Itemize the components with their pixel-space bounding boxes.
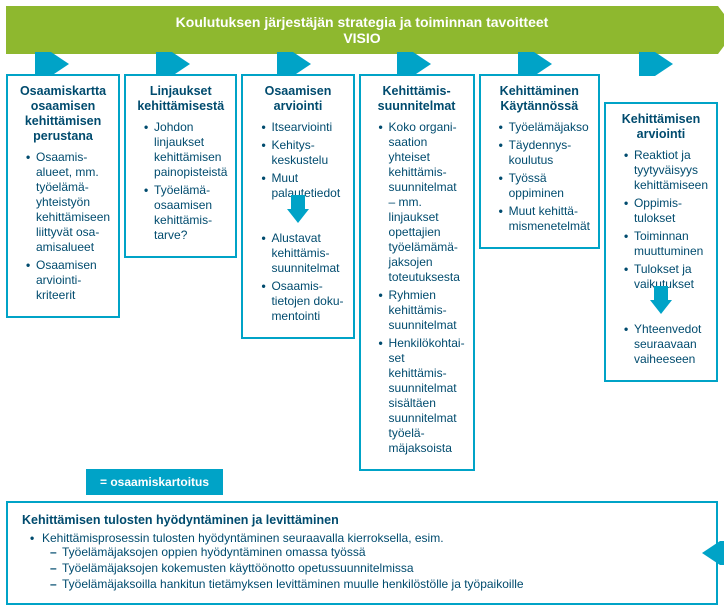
col-title: Kehittämis­suunnitelmat: [369, 84, 465, 114]
list-item: Kehitys­keskustelu: [261, 138, 344, 168]
list-item: Osaamis­alueet, mm. työelämä­yhteistyön …: [26, 150, 110, 255]
list-item: Henkilökohtai­set kehittämis­suunnitelma…: [379, 336, 465, 456]
col-list: Johdon linjaukset kehittämisen painopist…: [134, 120, 227, 243]
list-item: Yhteenvedot seuraavaan vaiheeseen: [624, 322, 708, 367]
col-arviointi: Osaamisen arviointi Itsearviointi Kehity…: [241, 74, 354, 339]
bottom-list: Kehittämisprosessin tulosten hyödyntämin…: [22, 531, 702, 591]
col-title: Osaamiskartta osaamisen kehittämisen per…: [16, 84, 110, 144]
list-item: Työelämä­osaamisen kehittämis­tarve?: [144, 183, 227, 243]
col-title: Kehittäminen Käytännössä: [489, 84, 590, 114]
col-title: Osaamisen arviointi: [251, 84, 344, 114]
columns-container: Osaamiskartta osaamisen kehittämisen per…: [6, 74, 718, 471]
col-list-2: Yhteenvedot seuraavaan vaiheeseen: [614, 322, 708, 367]
col-osaamiskartta: Osaamiskartta osaamisen kehittämisen per…: [6, 74, 120, 318]
col-title: Linjaukset kehittämisestä: [134, 84, 227, 114]
col-list: Osaamis­alueet, mm. työelämä­yhteistyön …: [16, 150, 110, 303]
list-item: Kehittämisprosessin tulosten hyödyntämin…: [30, 531, 702, 591]
down-arrow-icon: [650, 300, 672, 314]
vision-banner: Koulutuksen järjestäjän strategia ja toi…: [6, 6, 718, 54]
bottom-main: Kehittämisprosessin tulosten hyödyntämin…: [42, 531, 444, 545]
col-list: Koko organi­saation yhteiset kehittämis­…: [369, 120, 465, 456]
list-item: Työelämäjaksojen kokemusten käyttöönotto…: [50, 561, 702, 575]
col-linjaukset: Linjaukset kehittämisestä Johdon linjauk…: [124, 74, 237, 258]
list-item: Koko organi­saation yhteiset kehittämis­…: [379, 120, 465, 285]
banner-line1: Koulutuksen järjestäjän strategia ja toi…: [18, 14, 706, 30]
list-item: Työelämäjakso: [499, 120, 590, 135]
col-list: Reaktiot ja tyytyväisyys kehittämiseen O…: [614, 148, 708, 292]
list-item: Johdon linjaukset kehittämisen painopist…: [144, 120, 227, 180]
down-arrow-icon: [287, 209, 309, 223]
list-item: Ryhmien kehittämis­suunnitelmat: [379, 288, 465, 333]
list-item: Osaamisen arviointi­kriteerit: [26, 258, 110, 303]
list-item: Työelämäjaksojen oppien hyödyntäminen om…: [50, 545, 702, 559]
col-list: Työelämäjakso Täydennys­koulutus Työssä …: [489, 120, 590, 234]
col-list: Itsearviointi Kehitys­keskustelu Muut pa…: [251, 120, 344, 201]
col-list-2: Alustavat kehittämis­suunnitelmat Osaami…: [251, 231, 344, 324]
col-title: Kehittämisen arviointi: [614, 112, 708, 142]
list-item: Reaktiot ja tyytyväisyys kehittämiseen: [624, 148, 708, 193]
list-item: Työelämäjaksoilla hankitun tietämyksen l…: [50, 577, 702, 591]
list-item: Muut kehittä­mismenetelmät: [499, 204, 590, 234]
list-item: Oppimis­tulokset: [624, 196, 708, 226]
col-kehittamisen-arviointi: Kehittämisen arviointi Reaktiot ja tyyty…: [604, 102, 718, 382]
bottom-title: Kehittämisen tulosten hyödyntäminen ja l…: [22, 513, 702, 527]
list-item: Toiminnan muuttuminen: [624, 229, 708, 259]
list-item: Alustavat kehittämis­suunnitelmat: [261, 231, 344, 276]
list-item: Työssä oppiminen: [499, 171, 590, 201]
bottom-feedback-box: Kehittämisen tulosten hyödyntäminen ja l…: [6, 501, 718, 605]
col-suunnitelmat: Kehittämis­suunnitelmat Koko organi­saat…: [359, 74, 475, 471]
list-item: Täydennys­koulutus: [499, 138, 590, 168]
legend-osaamiskartoitus: = osaamiskartoitus: [86, 469, 223, 495]
list-item: Itsearviointi: [261, 120, 344, 135]
banner-line2: VISIO: [18, 30, 706, 46]
col-kaytannossa: Kehittäminen Käytännössä Työelämäjakso T…: [479, 74, 600, 249]
list-item: Osaamis­tietojen doku­mentointi: [261, 279, 344, 324]
back-arrow-icon: [702, 541, 720, 565]
